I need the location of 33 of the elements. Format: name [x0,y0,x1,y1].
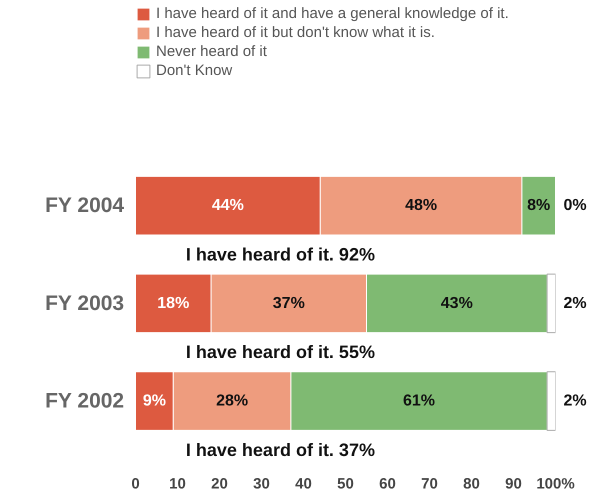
legend-label: Don't Know [156,62,232,79]
annotation: I have heard of it. 92% [186,244,375,265]
x-tick-label: 70 [421,476,438,492]
data-label: 37% [272,294,305,312]
data-label: 43% [440,294,473,312]
x-tick-label: 0 [131,476,140,492]
x-tick-label: 30 [253,476,270,492]
x-tick-label: 100% [536,476,575,492]
x-tick-label: 40 [295,476,312,492]
x-tick-label: 20 [211,476,228,492]
data-label: 2% [564,392,587,410]
y-tick-label: FY 2004 [45,194,124,218]
legend-label: I have heard of it but don't know what it is. [156,24,435,41]
data-label: 2% [564,294,587,312]
annotation: I have heard of it. 37% [186,440,375,460]
x-tick-label: 60 [379,476,396,492]
data-label: 28% [216,392,248,410]
annotation: I have heard of it. 55% [186,342,375,362]
x-tick-label: 10 [169,476,186,492]
data-label: 9% [142,392,166,410]
data-label: 48% [405,197,438,214]
data-label: 8% [527,197,550,214]
x-tick-label: 50 [337,476,354,492]
y-tick-label: FY 2002 [45,390,124,413]
data-label: 44% [212,197,244,214]
data-label: 18% [157,294,190,312]
legend-label: Never heard of it [156,43,267,60]
data-label: 0% [564,197,587,214]
legend-label: I have heard of it and have a general knowledge of it. [156,5,509,22]
y-tick-label: FY 2003 [45,292,124,315]
x-tick-label: 90 [505,476,522,492]
data-label: 61% [402,392,436,410]
x-tick-label: 80 [463,476,480,492]
